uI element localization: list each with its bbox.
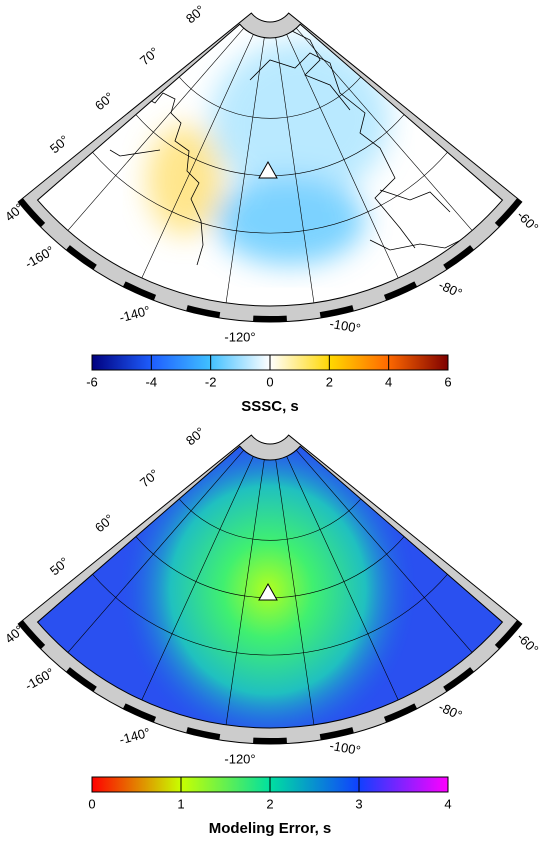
lon-label: -80°	[436, 699, 464, 723]
lat-label: 50°	[47, 554, 72, 578]
frame-tick	[186, 727, 221, 741]
station	[258, 160, 278, 179]
frame-tick	[443, 245, 474, 270]
map-panel: 80°70°60°50°40°-160°-140°-120°-100°-80°-…	[2, 424, 542, 837]
lon-label: -140°	[118, 725, 152, 748]
lat-label: 70°	[137, 466, 162, 490]
frame-tick	[494, 198, 522, 228]
meridian	[225, 459, 265, 725]
frame-tick	[18, 198, 46, 228]
colorbar-tick-label: -2	[205, 374, 217, 389]
parallel	[92, 152, 448, 234]
map-panel: 80°70°60°50°40°-160°-140°-120°-100°-80°-…	[2, 2, 542, 415]
frame-tick	[18, 620, 46, 650]
frame-tick	[122, 281, 157, 301]
lon-label: -60°	[514, 207, 542, 235]
colorbar-tick-label: 4	[444, 796, 451, 811]
frame-tick	[186, 305, 221, 319]
meridian	[275, 459, 315, 725]
frame-tick	[66, 667, 97, 692]
anomaly	[210, 40, 390, 200]
frame	[17, 434, 523, 745]
lon-label: -120°	[224, 329, 255, 344]
frame-tick	[253, 315, 287, 322]
anomalies	[147, 40, 390, 265]
parallel	[178, 498, 362, 541]
frame-tick	[383, 281, 418, 301]
meridian	[296, 27, 473, 231]
lon-label: -140°	[118, 303, 152, 326]
frame-tick	[319, 727, 354, 741]
lon-label: -160°	[22, 243, 57, 272]
colorbar-tick-label: 6	[444, 374, 451, 389]
colorbar-tick-label: 0	[88, 796, 95, 811]
meridian	[141, 34, 254, 279]
frame-tick	[494, 620, 522, 650]
lat-label: 60°	[92, 89, 117, 113]
colorbar-title: Modeling Error, s	[209, 820, 332, 837]
frame	[17, 12, 523, 323]
frame-tick	[443, 667, 474, 692]
frame-tick	[253, 737, 287, 744]
colorbar-tick-label: 0	[266, 374, 273, 389]
field	[37, 446, 503, 728]
lon-label: -160°	[22, 665, 57, 694]
meridian	[286, 34, 399, 279]
colorbar-tick-label: 2	[266, 796, 273, 811]
meridian	[225, 37, 265, 303]
frame-tick	[66, 245, 97, 270]
colorbar-tick-label: 2	[326, 374, 333, 389]
lat-label: 60°	[92, 511, 117, 535]
lat-label: 80°	[183, 424, 208, 448]
lat-label: 70°	[137, 44, 162, 68]
lat-label: 50°	[47, 132, 72, 156]
frame-tick	[319, 305, 354, 319]
colorbar-tick-label: -4	[146, 374, 158, 389]
lon-label: -120°	[224, 751, 255, 766]
meridian	[67, 27, 244, 231]
colorbar-tick-label: 4	[385, 374, 392, 389]
colorbar-tick-label: -6	[86, 374, 98, 389]
coastline	[109, 29, 466, 266]
meridian	[296, 449, 473, 653]
parallel	[92, 574, 448, 656]
station	[258, 582, 278, 601]
colorbar-title: SSSC, s	[241, 398, 299, 415]
colorbar-tick-label: 1	[177, 796, 184, 811]
parallel	[178, 76, 362, 119]
lon-label: -60°	[514, 629, 542, 657]
lon-label: -100°	[329, 738, 362, 758]
frame-tick	[383, 703, 418, 723]
lon-label: -100°	[329, 316, 362, 336]
anomaly	[147, 125, 223, 235]
frame-tick	[122, 703, 157, 723]
meridian	[286, 456, 399, 701]
colorbar-tick-label: 3	[355, 796, 362, 811]
lat-label: 80°	[183, 2, 208, 26]
lon-label: -80°	[436, 277, 464, 301]
meridian	[67, 449, 244, 653]
meridian	[275, 37, 315, 303]
meridian	[141, 456, 254, 701]
anomaly	[215, 175, 365, 265]
